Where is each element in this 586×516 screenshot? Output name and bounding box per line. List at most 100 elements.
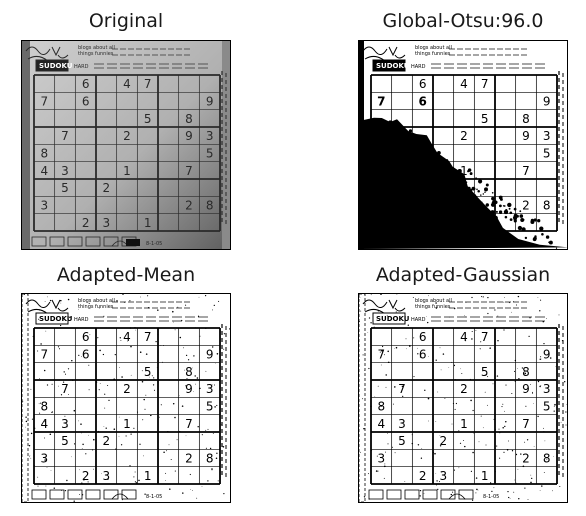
header-line-1: blogs about all <box>78 298 115 304</box>
sudoku-digit: 6 <box>419 348 427 362</box>
sudoku-digit: 2 <box>522 452 530 466</box>
footer-date: 8-1-05 <box>146 241 162 247</box>
sudoku-digit: 5 <box>398 434 406 448</box>
header-line-1: blogs about all <box>415 45 452 51</box>
sudoku-digit: 5 <box>398 181 406 195</box>
sudoku-digit: 7 <box>185 417 193 431</box>
footer-date: 8-1-05 <box>146 494 162 500</box>
sudoku-digit: 4 <box>123 77 131 91</box>
sudoku-digit: 2 <box>123 129 131 143</box>
difficulty-text: HARD <box>74 64 89 70</box>
sudoku-digit: 7 <box>61 129 69 143</box>
sudoku-digit: 8 <box>522 112 530 126</box>
sudoku-digit: 2 <box>103 181 111 195</box>
sudoku-digit: 7 <box>481 77 489 91</box>
sudoku-digit: 7 <box>41 95 49 109</box>
logo-text: SUDOKU <box>39 315 73 323</box>
sudoku-digit: 3 <box>103 216 111 230</box>
difficulty-text: HARD <box>74 317 89 323</box>
title-otsu: Global-Otsu:96.0 <box>382 10 544 32</box>
sudoku-digit: 8 <box>185 365 193 379</box>
sudoku-digit: 7 <box>378 348 386 362</box>
sudoku-digit: 3 <box>440 469 448 483</box>
sudoku-digit: 2 <box>522 199 530 213</box>
sudoku-digit: 2 <box>419 469 427 483</box>
sudoku-digit: 7 <box>41 348 49 362</box>
sudoku-digit: 3 <box>41 199 49 213</box>
sudoku-digit: 7 <box>185 164 193 178</box>
header-line-2: things funnies <box>78 304 114 310</box>
sudoku-digit: 8 <box>41 147 49 161</box>
sudoku-digit: 8 <box>543 199 551 213</box>
sudoku-digit: 1 <box>123 417 131 431</box>
sudoku-digit: 1 <box>460 417 468 431</box>
sudoku-digit: 2 <box>103 434 111 448</box>
sudoku-digit: 2 <box>460 129 468 143</box>
footer-date: 8-1-05 <box>483 494 499 500</box>
sudoku-digit: 1 <box>460 164 468 178</box>
image-mean: blogs about all things funnies SUDOKU HARD 6… <box>21 293 231 503</box>
header-line-2: things funnies <box>78 51 114 57</box>
sudoku-digit: 6 <box>82 348 90 362</box>
header-line-1: blogs about all <box>415 298 452 304</box>
sudoku-digit: 2 <box>460 382 468 396</box>
sudoku-digit: 2 <box>82 216 90 230</box>
sudoku-digit: 8 <box>377 147 385 161</box>
sudoku-digit: 4 <box>378 417 386 431</box>
sudoku-digit: 5 <box>144 365 152 379</box>
sudoku-digit: 8 <box>543 452 551 466</box>
sudoku-digit: 3 <box>377 199 385 213</box>
sudoku-digit: 6 <box>419 77 427 91</box>
title-gaussian: Adapted-Gaussian <box>375 264 551 286</box>
sudoku-digit: 1 <box>481 469 489 483</box>
sudoku-digit: 3 <box>543 129 551 143</box>
sudoku-digit: 7 <box>481 330 489 344</box>
sudoku-digit: 9 <box>185 382 193 396</box>
sudoku-digit: 4 <box>41 164 49 178</box>
sudoku-digit: 4 <box>41 417 49 431</box>
sudoku-digit: 6 <box>82 77 90 91</box>
sudoku-digit: 6 <box>82 95 90 109</box>
sudoku-digit: 9 <box>543 95 551 109</box>
sudoku-digit: 4 <box>460 330 468 344</box>
sudoku-digit: 5 <box>61 434 69 448</box>
sudoku-digit: 5 <box>481 112 489 126</box>
sudoku-digit: 9 <box>206 348 214 362</box>
header-line-1: blogs about all <box>78 45 115 51</box>
sudoku-digit: 5 <box>543 147 551 161</box>
image-otsu: blogs about all things funnies SUDOKU HARD 6… <box>358 40 568 250</box>
sudoku-digit: 5 <box>481 365 489 379</box>
sudoku-digit: 7 <box>522 164 530 178</box>
difficulty-text: HARD <box>411 317 426 323</box>
sudoku-digit: 5 <box>144 112 152 126</box>
sudoku-digit: 8 <box>522 365 530 379</box>
logo-text: SUDOKU <box>39 62 73 70</box>
title-original: Original <box>88 10 164 32</box>
sudoku-digit: 9 <box>522 382 530 396</box>
sudoku-digit: 3 <box>378 452 386 466</box>
sudoku-digit: 1 <box>144 469 152 483</box>
sudoku-digit: 6 <box>419 330 427 344</box>
sudoku-digit: 7 <box>522 417 530 431</box>
sudoku-digit: 6 <box>419 95 427 109</box>
sudoku-digit: 5 <box>61 181 69 195</box>
sudoku-digit: 3 <box>398 417 406 431</box>
sudoku-digit: 9 <box>543 348 551 362</box>
sudoku-digit: 7 <box>377 95 385 109</box>
sudoku-digit: 6 <box>418 95 426 109</box>
sudoku-digit: 3 <box>61 164 69 178</box>
sudoku-digit: 4 <box>123 330 131 344</box>
sudoku-digit: 5 <box>206 400 214 414</box>
difficulty-text: HARD <box>411 64 426 70</box>
sudoku-digit: 4 <box>460 77 468 91</box>
sudoku-digit: 9 <box>206 95 214 109</box>
sudoku-digit: 3 <box>103 469 111 483</box>
sudoku-digit: 8 <box>206 452 214 466</box>
sudoku-digit: 3 <box>543 382 551 396</box>
